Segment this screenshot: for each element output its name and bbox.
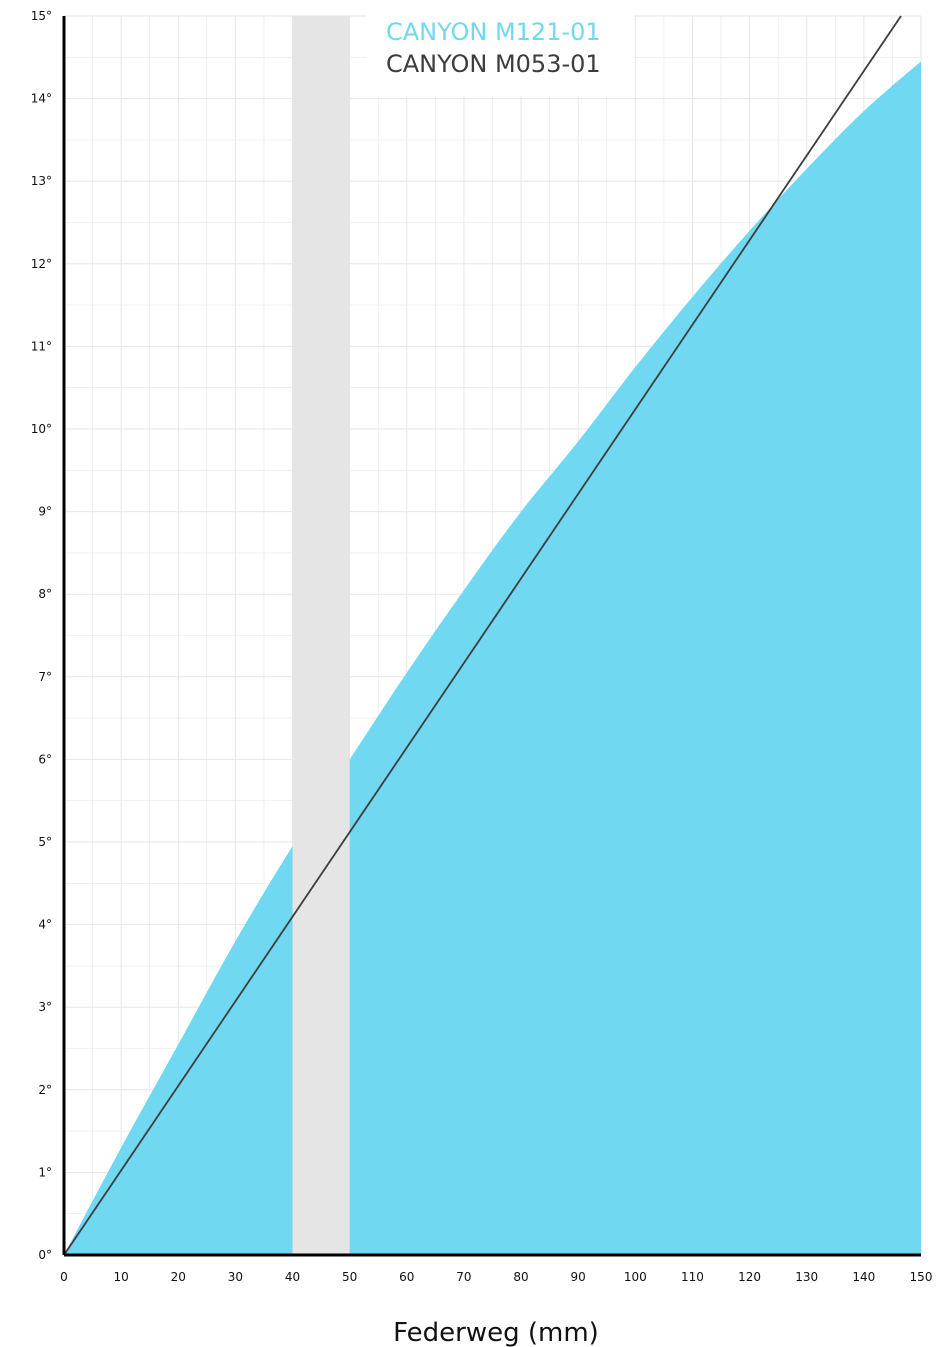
- y-tick-label: 5°: [38, 835, 52, 849]
- y-tick-label: 4°: [38, 918, 52, 932]
- y-tick-label: 15°: [31, 9, 52, 23]
- series-line-group: [63, 15, 902, 1256]
- y-tick-label: 2°: [38, 1083, 52, 1097]
- x-tick-label: 70: [456, 1270, 471, 1284]
- y-tick-label: 9°: [38, 505, 52, 519]
- x-tick-label: 100: [624, 1270, 647, 1284]
- y-tick-label: 10°: [31, 422, 52, 436]
- sag-band-overlay: [292, 16, 350, 1255]
- legend-entry: CANYON M121-01: [386, 18, 601, 46]
- x-tick-label: 40: [285, 1270, 300, 1284]
- x-tick-label: 150: [910, 1270, 933, 1284]
- series-area-group: [64, 16, 921, 1255]
- x-tick-label: 20: [171, 1270, 186, 1284]
- legend-background: [366, 14, 634, 96]
- y-tick-label: 7°: [38, 670, 52, 684]
- legend: CANYON M121-01 CANYON M053-01: [366, 14, 634, 96]
- y-tick-label: 11°: [31, 339, 52, 353]
- y-tick-label: 14°: [31, 92, 52, 106]
- legend-entry: CANYON M053-01: [386, 50, 601, 78]
- x-tick-label: 80: [513, 1270, 528, 1284]
- series-area-canyon-m121-01: [64, 61, 921, 1255]
- x-tick-label: 50: [342, 1270, 357, 1284]
- y-tick-label: 12°: [31, 257, 52, 271]
- x-tick-label: 140: [852, 1270, 875, 1284]
- y-tick-label: 8°: [38, 587, 52, 601]
- y-tick-label: 6°: [38, 752, 52, 766]
- y-tick-label: 0°: [38, 1248, 52, 1262]
- x-tick-label: 60: [399, 1270, 414, 1284]
- x-axis-title: Federweg (mm): [393, 1318, 599, 1347]
- y-tick-label: 3°: [38, 1000, 52, 1014]
- x-tick-label: 10: [113, 1270, 128, 1284]
- x-tick-label: 30: [228, 1270, 243, 1284]
- series-line-canyon-m053-01: [63, 15, 902, 1256]
- axes: 0 10 20 30 40 50 60 70 80 90 100 110 120 130 140 150 0° 1…: [31, 9, 933, 1284]
- y-tick-label: 1°: [38, 1165, 52, 1179]
- y-tick-label: 13°: [31, 174, 52, 188]
- x-tick-label: 90: [571, 1270, 586, 1284]
- x-tick-label: 0: [60, 1270, 68, 1284]
- x-tick-label: 130: [795, 1270, 818, 1284]
- x-tick-label: 110: [681, 1270, 704, 1284]
- x-tick-label: 120: [738, 1270, 761, 1284]
